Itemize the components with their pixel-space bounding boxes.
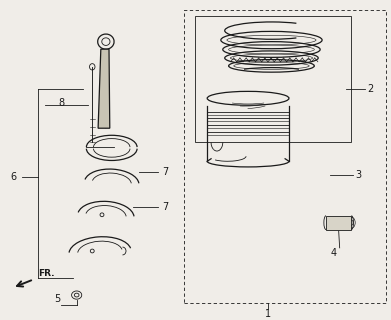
Text: 3: 3 (355, 171, 361, 180)
Text: 8: 8 (58, 98, 64, 108)
Text: 1: 1 (265, 309, 271, 319)
Text: 7: 7 (162, 167, 169, 177)
Bar (196, 16, 352, 142)
Text: FR.: FR. (38, 269, 54, 278)
Polygon shape (98, 49, 110, 128)
FancyBboxPatch shape (326, 216, 352, 229)
Text: 2: 2 (367, 84, 373, 94)
Text: 5: 5 (54, 294, 60, 304)
Bar (184, 10, 386, 303)
Text: 4: 4 (331, 248, 337, 258)
Text: 6: 6 (10, 172, 16, 182)
Text: 7: 7 (162, 202, 169, 212)
